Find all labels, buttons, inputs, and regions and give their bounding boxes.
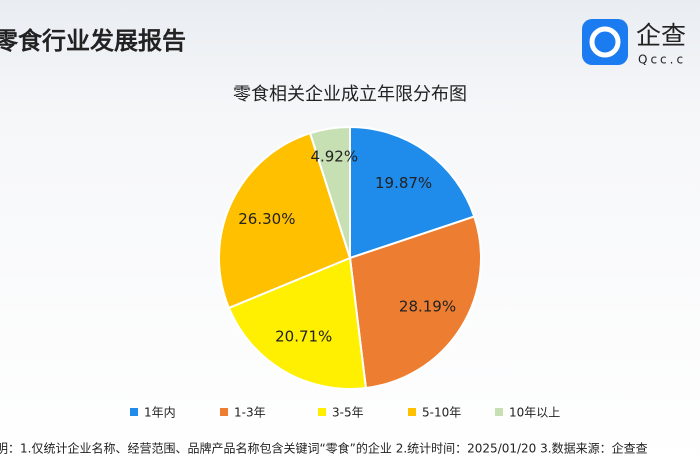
logo-icon <box>582 19 628 65</box>
legend-swatch <box>318 408 326 416</box>
logo-text: 企查 <box>636 21 686 50</box>
value-label: 19.87% <box>375 174 432 192</box>
footer-note: 明：1.仅统计企业名称、经营范围、品牌产品名称包含关键词“零食”的企业 2.统计… <box>0 441 648 456</box>
logo-ring <box>589 26 621 58</box>
legend-label: 1年内 <box>144 406 176 420</box>
legend-label: 5-10年 <box>422 406 461 420</box>
legend-label: 10年以上 <box>509 406 560 420</box>
pie-slice <box>349 125 476 260</box>
report-title: 零食行业发展报告 <box>0 27 186 55</box>
value-label: 26.30% <box>238 210 295 228</box>
legend-swatch <box>408 408 416 416</box>
legend-swatch <box>220 408 228 416</box>
legend-label: 3-5年 <box>332 406 364 420</box>
logo-sub: Qcc.c <box>638 53 686 67</box>
pie-slice <box>218 131 352 310</box>
legend-label: 1-3年 <box>234 406 266 420</box>
value-label: 4.92% <box>310 148 358 166</box>
pie-slice <box>348 215 482 390</box>
pie-slice <box>308 125 351 259</box>
value-label: 28.19% <box>399 297 456 315</box>
chart-title: 零食相关企业成立年限分布图 <box>233 84 467 105</box>
value-label: 20.71% <box>275 328 332 346</box>
pie-slice <box>227 256 368 390</box>
legend-swatch <box>130 408 138 416</box>
legend-swatch <box>495 408 503 416</box>
